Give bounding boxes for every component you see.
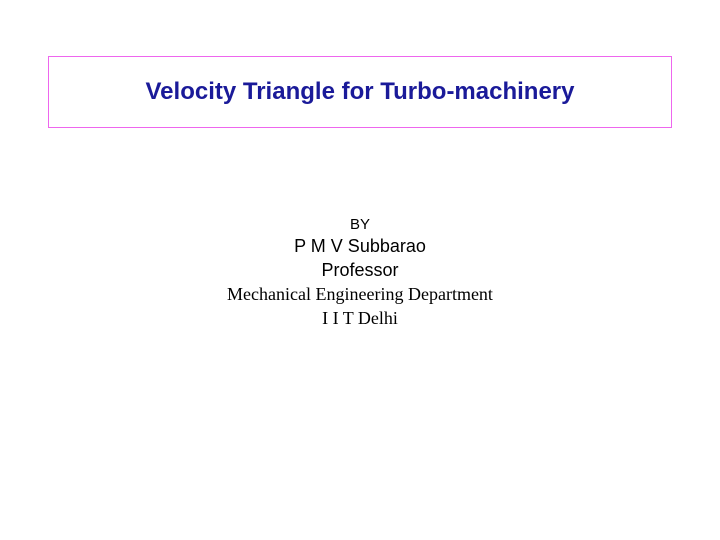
author-role: Professor [0, 260, 720, 281]
author-institution: I I T Delhi [0, 308, 720, 329]
author-department: Mechanical Engineering Department [0, 284, 720, 305]
by-label: BY [0, 216, 720, 233]
slide-title: Velocity Triangle for Turbo-machinery [146, 78, 575, 106]
title-box: Velocity Triangle for Turbo-machinery [48, 56, 672, 128]
author-name: P M V Subbarao [0, 236, 720, 257]
author-block: BY P M V Subbarao Professor Mechanical E… [0, 216, 720, 329]
